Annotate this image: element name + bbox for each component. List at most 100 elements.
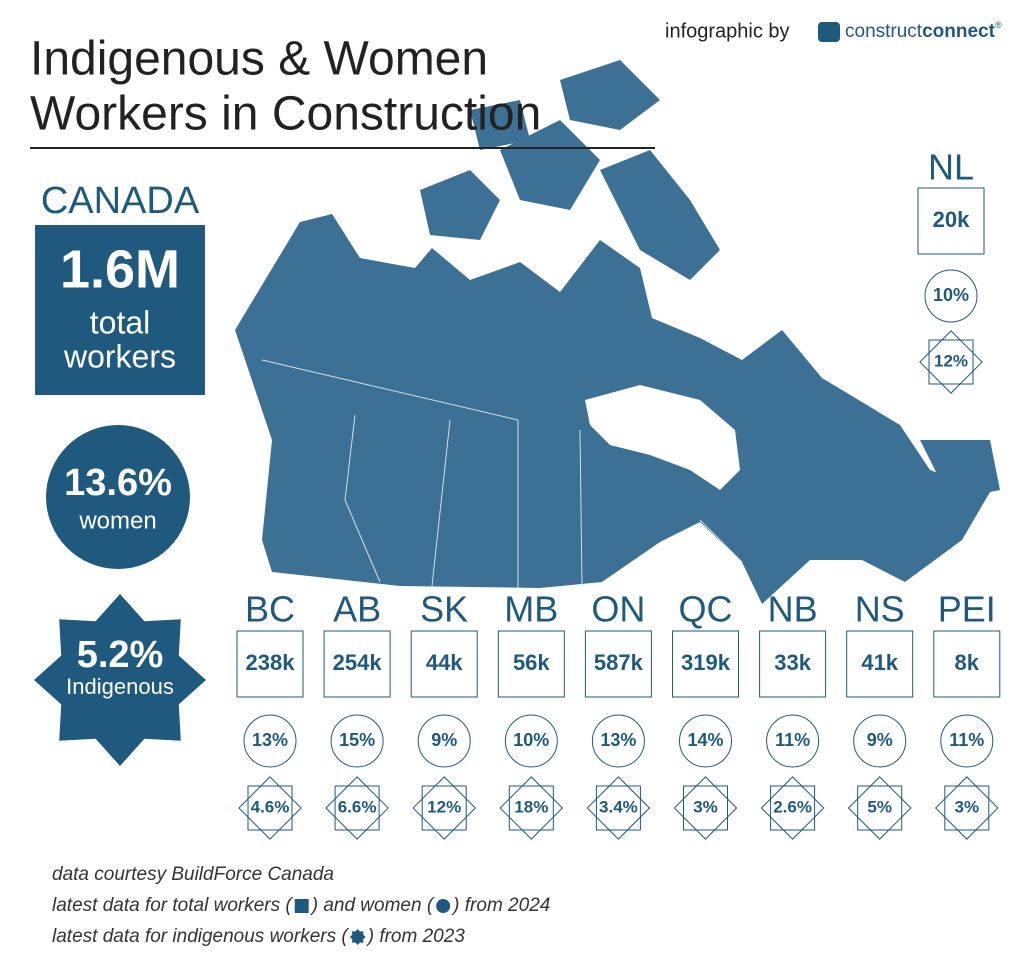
total-value: 44k xyxy=(426,650,463,675)
women-circle xyxy=(243,714,297,768)
footnote: latest data for indigenous workers ( xyxy=(52,926,349,947)
indigenous-value: 12% xyxy=(427,797,461,816)
square-outline xyxy=(673,776,738,840)
square-outline xyxy=(770,785,816,831)
women-value: 9% xyxy=(867,730,893,750)
province: PEI 8k 11% 3% xyxy=(933,589,1001,840)
total-box xyxy=(759,630,827,698)
footnote: data courtesy BuildForce Canada xyxy=(52,864,334,885)
total-box xyxy=(410,630,478,698)
square-outline xyxy=(857,785,903,831)
footnotes: data courtesy BuildForce Canada latest da… xyxy=(52,864,550,947)
province: QC 319k 14% 3% xyxy=(672,589,739,840)
women-value: 14% xyxy=(687,730,723,750)
total-value: 319k xyxy=(681,650,731,675)
footnote: latest data for total workers ( xyxy=(52,895,293,916)
women-circle xyxy=(330,714,384,768)
women-value: 10% xyxy=(513,730,549,750)
indigenous-value: 5% xyxy=(867,797,892,816)
province: ON 587k 13% 3.4% xyxy=(584,589,652,840)
credit: infographic by xyxy=(665,20,790,42)
total-value: 20k xyxy=(933,207,970,232)
province: SK 44k 9% 12% xyxy=(410,589,478,840)
province-name: SK xyxy=(420,589,468,630)
total-value: 8k xyxy=(955,650,980,675)
icon-star xyxy=(349,929,366,945)
province-name: QC xyxy=(679,589,733,630)
women-circle xyxy=(504,714,558,768)
total-box xyxy=(846,630,914,698)
provinces: NL 20k 10% 12% BC 238k 13% 4.6% AB 254k 15% 6.6% SK 4… xyxy=(236,147,1001,840)
women-value: 10% xyxy=(933,285,969,305)
women-value: 9% xyxy=(431,730,457,750)
logo-icon xyxy=(818,22,840,42)
province: AB 254k 15% 6.6% xyxy=(323,589,391,840)
province-name: PEI xyxy=(938,589,996,630)
province-name: NB xyxy=(768,589,818,630)
total-value: 254k xyxy=(333,650,383,675)
women-value: 11% xyxy=(949,730,984,750)
province-name: NS xyxy=(855,589,905,630)
province-name: AB xyxy=(333,589,381,630)
women-label: women xyxy=(78,507,156,534)
footnote: ) and women ( xyxy=(310,895,435,916)
square-outline xyxy=(499,776,564,840)
square-outline xyxy=(928,339,974,385)
women-value: 13.6% xyxy=(64,462,172,504)
square-outline xyxy=(934,776,999,840)
square-outline xyxy=(334,785,380,831)
province-borders xyxy=(261,359,743,588)
province: NB 33k 11% 2.6% xyxy=(759,589,827,840)
women-value: 11% xyxy=(775,730,810,750)
women-circle xyxy=(940,714,994,768)
square-outline xyxy=(325,776,389,840)
star-shape xyxy=(34,594,206,766)
women-circle xyxy=(679,714,732,768)
women-circle xyxy=(591,714,645,768)
canada-map xyxy=(235,60,1000,604)
square-outline xyxy=(847,776,912,840)
total-box xyxy=(35,225,205,395)
province: NS 41k 9% 5% xyxy=(846,589,914,840)
indigenous-value: 18% xyxy=(514,797,548,816)
square-outline xyxy=(238,776,302,840)
icon-square xyxy=(294,899,309,913)
total-box xyxy=(672,630,739,698)
square-outline xyxy=(919,330,983,394)
total-value: 587k xyxy=(594,650,644,675)
province: NL 20k 10% 12% xyxy=(917,147,985,394)
indigenous-star xyxy=(34,594,206,766)
women-value: 15% xyxy=(339,730,375,750)
title-line: Indigenous & Women xyxy=(30,33,488,86)
square-outline xyxy=(683,785,728,831)
indigenous-label: Indigenous xyxy=(66,674,174,699)
square-outline xyxy=(508,785,554,831)
square-outline xyxy=(412,776,477,840)
square-outline xyxy=(247,785,293,831)
total-label: workers xyxy=(63,338,176,374)
women-circle xyxy=(766,714,820,768)
women-circle xyxy=(46,425,190,569)
title-line: Workers in Construction xyxy=(30,88,541,141)
total-box xyxy=(497,630,565,698)
province-name: NL xyxy=(928,147,974,188)
province-name: MB xyxy=(504,589,558,630)
total-box xyxy=(323,630,391,698)
total-value: 56k xyxy=(513,650,550,675)
indigenous-value: 12% xyxy=(934,351,968,370)
total-value: 33k xyxy=(774,650,811,675)
national-label: CANADA xyxy=(41,180,200,222)
province: MB 56k 10% 18% xyxy=(497,589,565,840)
square-outline xyxy=(944,785,990,831)
indigenous-value: 6.6% xyxy=(338,797,377,816)
logo-text: constructconnect® xyxy=(845,20,1002,42)
footnote: ) from 2024 xyxy=(451,895,550,916)
footnote: ) from 2023 xyxy=(366,926,466,947)
indigenous-value: 3.4% xyxy=(599,797,638,816)
logo: constructconnect® xyxy=(818,20,1002,42)
total-box xyxy=(933,630,1001,698)
indigenous-value: 4.6% xyxy=(251,797,290,816)
province: BC 238k 13% 4.6% xyxy=(236,589,304,840)
women-value: 13% xyxy=(252,730,288,750)
total-box xyxy=(584,630,652,698)
